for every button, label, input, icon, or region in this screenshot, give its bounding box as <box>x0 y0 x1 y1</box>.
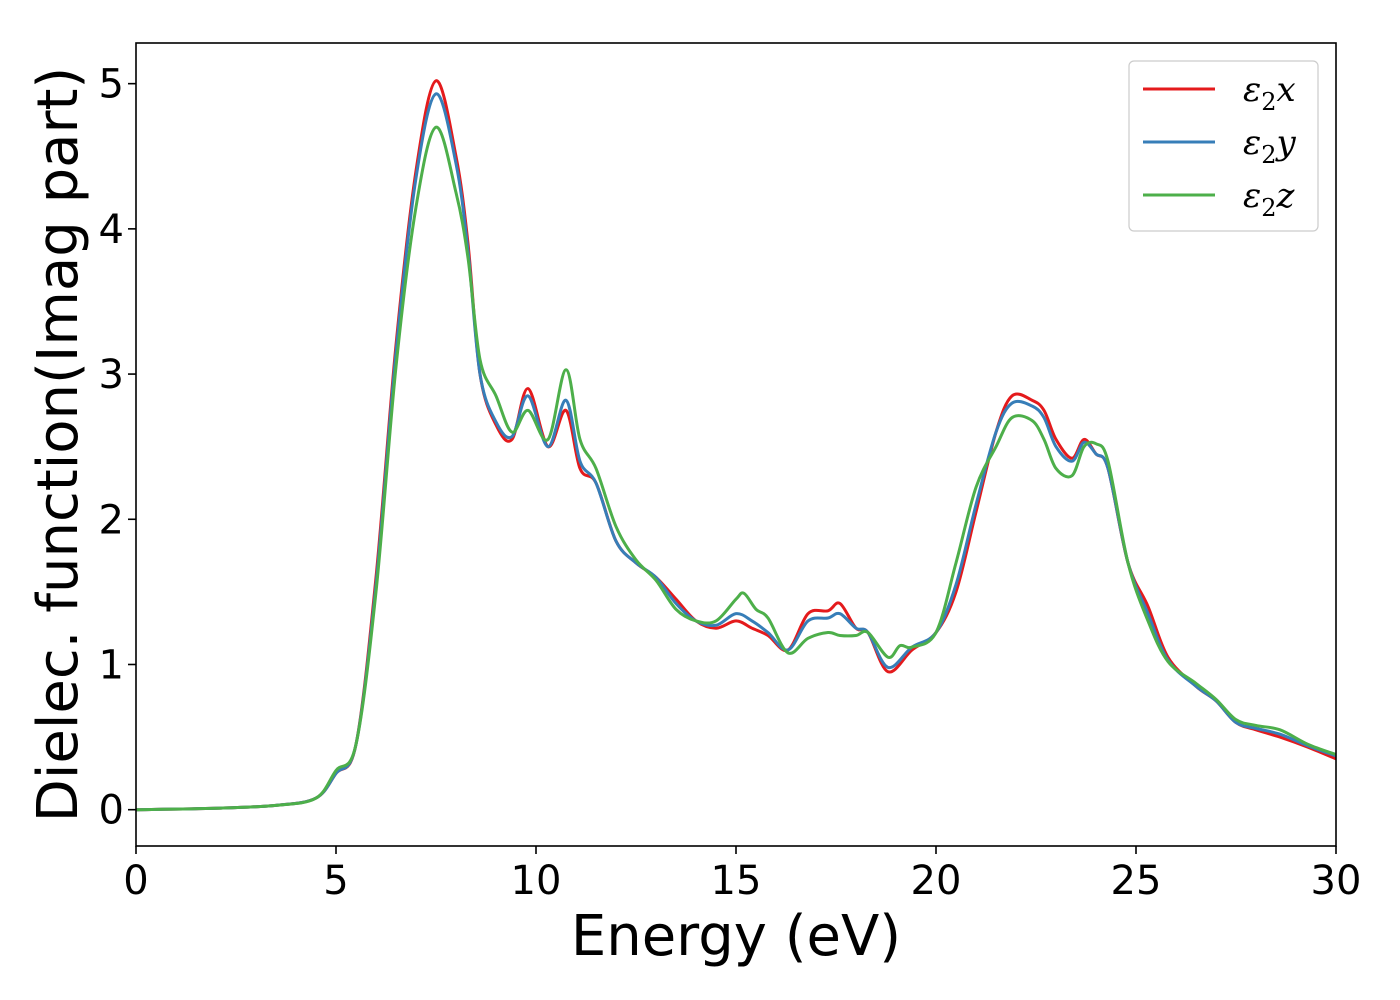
y-tick-label: 3 <box>99 352 124 398</box>
ticks-layer: 0 5 10 15 20 25 30 0 1 2 3 4 5 <box>99 62 1362 904</box>
x-tick-label: 0 <box>123 858 148 904</box>
series-line-z <box>136 125 1336 812</box>
y-axis-title: Dielec. function(Imag part) <box>26 67 91 823</box>
legend-label-y: ε2y <box>1243 123 1297 169</box>
series-layer <box>136 79 1336 812</box>
series-line-y <box>136 92 1336 812</box>
x-tick-label: 20 <box>911 858 962 904</box>
y-tick-label: 1 <box>99 642 124 688</box>
x-tick-label: 30 <box>1311 858 1362 904</box>
x-tick-label: 15 <box>711 858 762 904</box>
x-axis-title: Energy (eV) <box>571 904 901 969</box>
y-tick-label: 4 <box>99 207 124 253</box>
y-tick-label: 2 <box>99 497 124 543</box>
legend-box <box>1128 60 1319 232</box>
y-tick-label: 5 <box>99 62 124 108</box>
x-tick-label: 25 <box>1111 858 1162 904</box>
legend-label-x: ε2x <box>1243 70 1296 116</box>
y-tick-label: 0 <box>99 788 124 834</box>
x-tick-label: 10 <box>511 858 562 904</box>
legend-label-z: ε2z <box>1243 176 1296 222</box>
legend: ε2x ε2y ε2z <box>1128 60 1319 232</box>
x-tick-label: 5 <box>323 858 348 904</box>
